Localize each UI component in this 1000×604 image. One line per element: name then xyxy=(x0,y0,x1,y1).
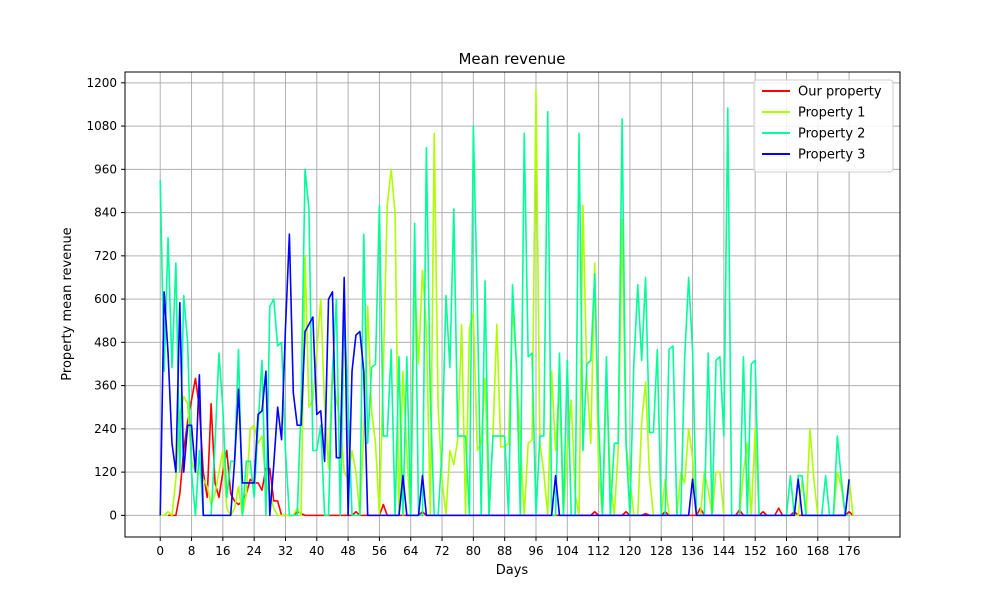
y-tick-label: 1080 xyxy=(86,119,117,133)
plot-frame xyxy=(124,71,901,538)
x-tick-label: 40 xyxy=(309,544,324,558)
x-tick-label: 64 xyxy=(403,544,418,558)
series-line-property-3 xyxy=(159,233,850,517)
y-tick-label: 120 xyxy=(94,465,117,479)
axis-ticks: 0 8 16 24 32 40 48 56 64 72 80 88 96 104 112 120 128 136 1… xyxy=(86,76,860,558)
x-tick-label: 136 xyxy=(681,544,704,558)
x-tick-label: 128 xyxy=(650,544,673,558)
x-tick-label: 112 xyxy=(587,544,610,558)
legend-label: Property 2 xyxy=(798,127,865,142)
y-tick-label: 1200 xyxy=(86,76,117,90)
x-tick-label: 88 xyxy=(497,544,512,558)
chart-title: Mean revenue xyxy=(458,50,565,68)
x-tick-label: 0 xyxy=(156,544,164,558)
legend-label: Property 3 xyxy=(798,148,865,163)
legend-box xyxy=(753,79,894,173)
y-tick-label: 720 xyxy=(94,249,117,263)
legend-label: Our property xyxy=(798,85,882,100)
y-tick-label: 960 xyxy=(94,162,117,176)
x-axis-label: Days xyxy=(496,563,529,578)
x-tick-label: 16 xyxy=(215,544,230,558)
x-tick-label: 8 xyxy=(188,544,196,558)
x-tick-label: 104 xyxy=(556,544,579,558)
x-tick-label: 56 xyxy=(372,544,387,558)
x-tick-label: 32 xyxy=(278,544,293,558)
x-tick-label: 152 xyxy=(744,544,767,558)
y-tick-label: 0 xyxy=(109,508,117,522)
x-tick-label: 168 xyxy=(806,544,829,558)
x-tick-label: 96 xyxy=(528,544,543,558)
y-tick-label: 600 xyxy=(94,292,117,306)
x-tick-label: 144 xyxy=(712,544,735,558)
y-tick-label: 480 xyxy=(94,335,117,349)
y-tick-label: 840 xyxy=(94,206,117,220)
x-tick-label: 160 xyxy=(775,544,798,558)
series-line-our-property xyxy=(168,377,854,517)
series-line-property-2 xyxy=(159,107,850,517)
x-tick-label: 80 xyxy=(466,544,481,558)
x-tick-label: 176 xyxy=(838,544,861,558)
y-tick-label: 240 xyxy=(94,422,117,436)
y-axis-label: Property mean revenue xyxy=(60,227,75,380)
legend-label: Property 1 xyxy=(798,106,865,121)
x-tick-label: 24 xyxy=(247,544,262,558)
grid xyxy=(125,72,900,537)
x-tick-label: 72 xyxy=(434,544,449,558)
series-lines xyxy=(159,89,854,517)
x-tick-label: 120 xyxy=(618,544,641,558)
y-tick-label: 360 xyxy=(94,379,117,393)
x-tick-label: 48 xyxy=(340,544,355,558)
legend: Our property Property 1 Property 2 Property… xyxy=(753,79,894,173)
